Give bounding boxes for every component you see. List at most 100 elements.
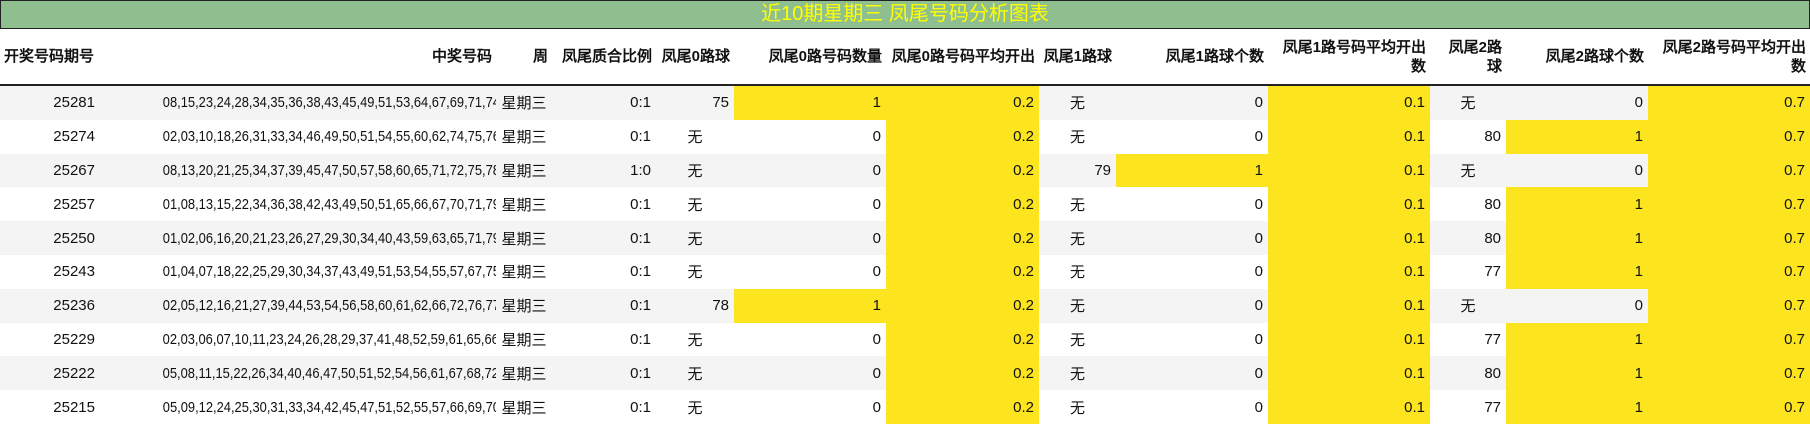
cell-route1-count: 0 (1116, 221, 1268, 255)
cell-text: 0.1 (1404, 161, 1425, 179)
cell-text: 无 (687, 162, 703, 180)
table-row: 25222 05,08,11,15,22,26,34,40,46,47,50,51… (0, 356, 1810, 391)
cell-text: 0 (1254, 263, 1263, 281)
header-route2-count: 凤尾2路球个数 (1506, 29, 1648, 86)
cell-route0-count: 1 (734, 288, 886, 323)
cell-text: 星期三 (501, 129, 547, 147)
cell-route1-count: 0 (1116, 255, 1268, 289)
cell-issue: 25281 (0, 85, 100, 120)
cell-route1-ball: 无 (1039, 288, 1116, 323)
cell-text: 0.7 (1784, 364, 1805, 382)
cell-route2-avg: 0.7 (1648, 356, 1810, 391)
cell-text: 无 (1460, 162, 1476, 180)
cell-text: 0 (1634, 297, 1643, 315)
cell-text: 0.2 (1013, 229, 1034, 247)
cell-text: 25222 (53, 364, 95, 382)
cell-text: 0:1 (630, 364, 651, 382)
cell-numbers: 01,02,06,16,20,21,23,26,27,29,30,34,40,4… (100, 221, 496, 255)
cell-text: 25229 (53, 330, 95, 348)
header-route0-avg: 凤尾0路号码平均开出 (886, 29, 1039, 86)
cell-parity-ratio: 0:1 (552, 187, 656, 221)
cell-text: 0 (872, 161, 881, 179)
cell-parity-ratio: 1:0 (552, 153, 656, 188)
cell-route1-avg: 0.1 (1268, 322, 1430, 357)
cell-text: 1 (1634, 263, 1643, 281)
cell-text: 1 (872, 297, 881, 315)
cell-numbers: 01,04,07,18,22,25,29,30,34,37,43,49,51,5… (100, 255, 496, 289)
cell-route0-count: 0 (734, 255, 886, 289)
cell-route0-ball: 无 (656, 221, 734, 255)
header-route2-avg: 凤尾2路号码平均开出数 (1648, 29, 1810, 86)
header-parity-ratio: 凤尾质合比例 (552, 29, 656, 86)
cell-text: 星期三 (501, 196, 547, 214)
cell-text: 0.1 (1404, 364, 1425, 382)
cell-text: 无 (1069, 399, 1085, 417)
cell-text: 无 (687, 264, 703, 282)
cell-text: 0:1 (630, 330, 651, 348)
cell-text: 0.1 (1404, 398, 1425, 416)
cell-numbers: 08,13,20,21,25,34,37,39,45,47,50,57,58,6… (100, 153, 496, 188)
cell-route1-avg: 0.1 (1268, 153, 1430, 188)
cell-weekday: 星期三 (496, 390, 552, 424)
cell-text: 1 (1254, 161, 1263, 179)
cell-text: 08,13,20,21,25,34,37,39,45,47,50,57,58,6… (162, 161, 496, 179)
cell-text: 02,03,10,18,26,31,33,34,46,49,50,51,54,5… (162, 128, 496, 146)
cell-weekday: 星期三 (496, 288, 552, 323)
cell-route2-ball: 77 (1430, 390, 1506, 424)
cell-numbers: 02,03,10,18,26,31,33,34,46,49,50,51,54,5… (100, 120, 496, 154)
cell-route1-count: 0 (1116, 323, 1268, 357)
cell-text: 0 (1254, 229, 1263, 247)
cell-text: 80 (1484, 229, 1501, 247)
cell-route1-avg: 0.1 (1268, 85, 1430, 120)
cell-text: 0.1 (1404, 263, 1425, 281)
cell-route0-ball: 无 (656, 255, 734, 289)
cell-numbers: 01,08,13,15,22,34,36,38,42,43,49,50,51,6… (100, 187, 496, 221)
cell-numbers: 08,15,23,24,28,34,35,36,38,43,45,49,51,5… (100, 85, 496, 120)
cell-weekday: 星期三 (496, 255, 552, 289)
table-row: 25250 01,02,06,16,20,21,23,26,27,29,30,34… (0, 221, 1810, 255)
cell-text: 01,08,13,15,22,34,36,38,42,43,49,50,51,6… (162, 195, 496, 213)
cell-text: 星期三 (501, 230, 547, 248)
table-title: 近10期星期三 凤尾号码分析图表 (0, 0, 1810, 29)
cell-route0-ball: 75 (656, 85, 734, 120)
cell-numbers: 02,05,12,16,21,27,39,44,53,54,56,58,60,6… (100, 288, 496, 323)
cell-text: 0.7 (1784, 398, 1805, 416)
cell-route0-avg: 0.2 (886, 119, 1039, 154)
header-numbers: 中奖号码 (100, 29, 496, 86)
cell-route2-avg: 0.7 (1648, 221, 1810, 255)
cell-route1-count: 1 (1116, 153, 1268, 188)
header-route2-ball: 凤尾2路球 (1430, 29, 1506, 86)
cell-route2-avg: 0.7 (1648, 288, 1810, 323)
cell-parity-ratio: 0:1 (552, 221, 656, 255)
cell-route0-avg: 0.2 (886, 187, 1039, 222)
cell-text: 0 (1254, 297, 1263, 315)
cell-route0-ball: 无 (656, 323, 734, 357)
cell-route2-avg: 0.7 (1648, 85, 1810, 120)
cell-text: 星期三 (501, 264, 547, 282)
cell-text: 无 (1460, 95, 1476, 113)
cell-numbers: 05,09,12,24,25,30,31,33,34,42,45,47,51,5… (100, 390, 496, 424)
cell-weekday: 星期三 (496, 323, 552, 357)
cell-text: 25215 (53, 398, 95, 416)
table-row: 25243 01,04,07,18,22,25,29,30,34,37,43,49… (0, 254, 1810, 289)
cell-text: 0.2 (1013, 330, 1034, 348)
cell-weekday: 星期三 (496, 120, 552, 154)
cell-text: 无 (687, 129, 703, 147)
cell-text: 无 (687, 365, 703, 383)
cell-numbers: 05,08,11,15,22,26,34,40,46,47,50,51,52,5… (100, 356, 496, 391)
cell-issue: 25222 (0, 356, 100, 391)
cell-route1-count: 0 (1116, 187, 1268, 221)
cell-text: 0 (1254, 398, 1263, 416)
cell-text: 02,05,12,16,21,27,39,44,53,54,56,58,60,6… (162, 297, 496, 315)
cell-route1-avg: 0.1 (1268, 288, 1430, 323)
cell-text: 0 (1634, 94, 1643, 112)
cell-route2-count: 1 (1506, 119, 1648, 154)
cell-route2-ball: 无 (1430, 288, 1506, 323)
cell-route2-ball: 77 (1430, 323, 1506, 357)
cell-text: 0.1 (1404, 128, 1425, 146)
cell-text: 无 (1069, 365, 1085, 383)
cell-text: 0.7 (1784, 330, 1805, 348)
cell-text: 1 (1634, 229, 1643, 247)
cell-text: 0.7 (1784, 229, 1805, 247)
table-row: 25229 02,03,06,07,10,11,23,24,26,28,29,37… (0, 322, 1810, 357)
